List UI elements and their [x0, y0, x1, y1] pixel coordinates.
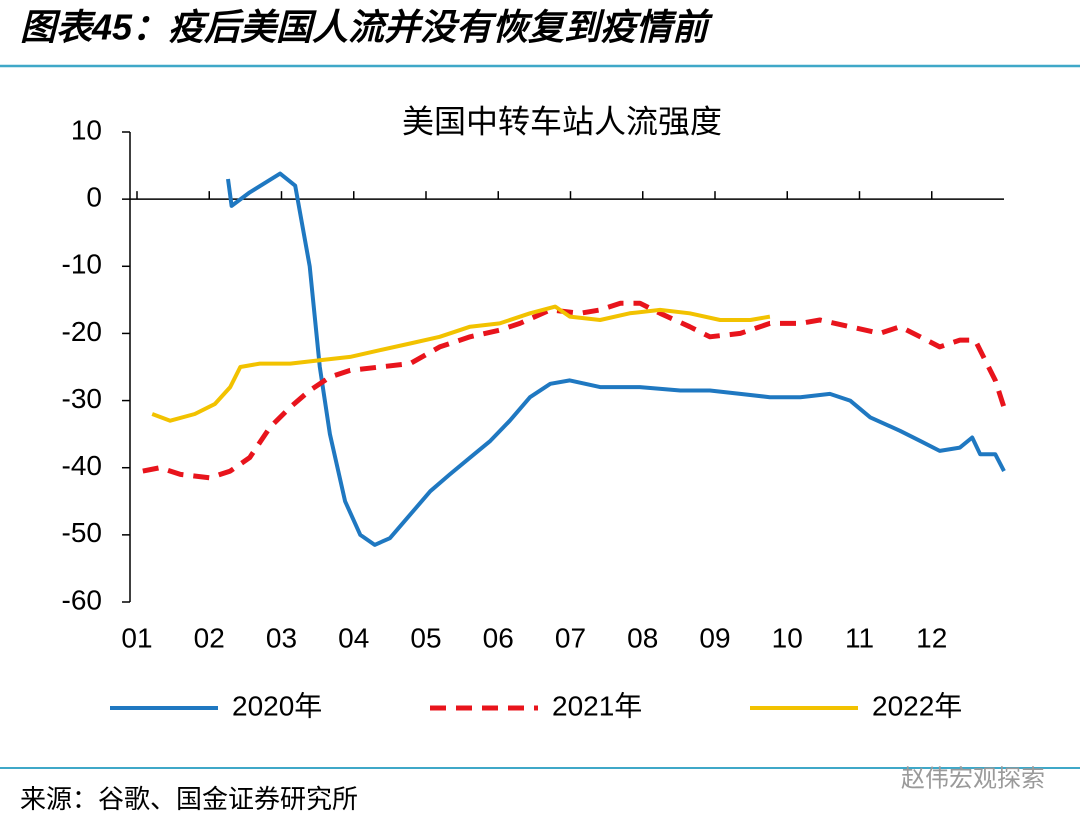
- x-tick-label: 09: [699, 622, 730, 653]
- x-tick-label: 08: [627, 622, 658, 653]
- legend-label: 2020年: [232, 690, 322, 721]
- series-line: [151, 304, 771, 423]
- x-tick-label: 06: [483, 622, 514, 653]
- y-tick-label: -50: [62, 517, 102, 548]
- y-tick-label: 0: [86, 182, 102, 213]
- x-tick-label: 01: [121, 622, 152, 653]
- x-tick-label: 02: [194, 622, 225, 653]
- y-tick-label: -30: [62, 383, 102, 414]
- x-tick-label: 03: [266, 622, 297, 653]
- legend-label: 2022年: [872, 690, 962, 721]
- y-tick-label: -40: [62, 450, 102, 481]
- x-tick-label: 12: [916, 622, 947, 653]
- y-tick-label: 10: [71, 114, 102, 145]
- x-tick-label: 11: [845, 622, 874, 653]
- x-tick-label: 10: [772, 622, 803, 653]
- x-tick-label: 05: [410, 622, 441, 653]
- x-tick-label: 07: [555, 622, 586, 653]
- watermark: 赵伟宏观探索: [901, 765, 1045, 792]
- x-tick-label: 04: [338, 622, 369, 653]
- y-tick-label: -20: [62, 316, 102, 347]
- legend-label: 2021年: [552, 690, 642, 721]
- series-line: [226, 171, 1006, 547]
- page-title: 图表45：疫后美国人流并没有恢复到疫情前: [20, 7, 713, 48]
- source-note: 来源：谷歌、国金证券研究所: [20, 784, 358, 814]
- chart-title: 美国中转车站人流强度: [402, 103, 722, 139]
- series-line: [142, 300, 1007, 481]
- y-tick-label: -10: [62, 249, 102, 280]
- y-tick-label: -60: [62, 584, 102, 615]
